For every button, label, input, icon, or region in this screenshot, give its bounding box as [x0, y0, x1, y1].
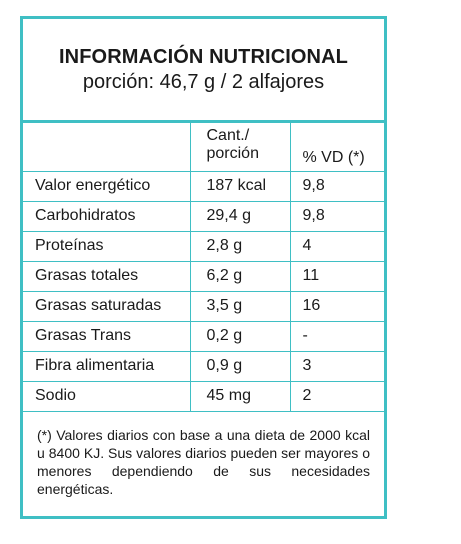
- footnote: (*) Valores diarios con base a una dieta…: [37, 426, 370, 497]
- header-amount-line2: porción: [206, 145, 259, 162]
- nutrient-name: Sodio: [23, 380, 191, 412]
- nutrient-amount: 187 kcal: [189, 170, 291, 202]
- table-row: Sodio 45 mg 2: [23, 380, 384, 412]
- nutrient-vd: 9,8: [289, 200, 384, 232]
- label-title: INFORMACIÓN NUTRICIONAL: [59, 46, 348, 68]
- nutrient-amount: 0,9 g: [189, 350, 291, 382]
- nutrient-amount: 6,2 g: [189, 260, 291, 292]
- nutrient-vd: 11: [289, 260, 384, 292]
- table-row: Grasas Trans 0,2 g -: [23, 320, 384, 352]
- header-amount: Cant./ porción: [189, 123, 291, 172]
- table-row: Valor energético 187 kcal 9,8: [23, 170, 384, 202]
- label-header: INFORMACIÓN NUTRICIONAL porción: 46,7 g …: [23, 19, 384, 123]
- nutrient-name: Fibra alimentaria: [23, 350, 191, 382]
- nutrient-vd: 2: [289, 380, 384, 412]
- header-nutrient: [23, 123, 191, 172]
- nutrient-vd: 9,8: [289, 170, 384, 202]
- header-amount-line1: Cant./: [206, 127, 250, 144]
- nutrient-vd: -: [289, 320, 384, 352]
- serving-size: porción: 46,7 g / 2 alfajores: [82, 71, 325, 93]
- table-row: Grasas saturadas 3,5 g 16: [23, 290, 384, 322]
- nutrient-amount: 2,8 g: [189, 230, 291, 262]
- nutrient-name: Valor energético: [23, 170, 191, 202]
- nutrient-vd: 4: [289, 230, 384, 262]
- nutrient-name: Grasas saturadas: [23, 290, 191, 322]
- nutrition-table: Cant./ porción % VD (*) Valor energético…: [23, 123, 384, 412]
- nutrient-amount: 29,4 g: [189, 200, 291, 232]
- table-header-row: Cant./ porción % VD (*): [23, 123, 384, 172]
- nutrient-name: Grasas totales: [23, 260, 191, 292]
- nutrient-vd: 16: [289, 290, 384, 322]
- nutrient-name: Proteínas: [23, 230, 191, 262]
- nutrient-name: Carbohidratos: [23, 200, 191, 232]
- table-row: Proteínas 2,8 g 4: [23, 230, 384, 262]
- nutrient-name: Grasas Trans: [23, 320, 191, 352]
- nutrient-vd: 3: [289, 350, 384, 382]
- table-row: Grasas totales 6,2 g 11: [23, 260, 384, 292]
- nutrient-amount: 0,2 g: [189, 320, 291, 352]
- table-row: Carbohidratos 29,4 g 9,8: [23, 200, 384, 232]
- nutrient-amount: 3,5 g: [189, 290, 291, 322]
- nutrient-amount: 45 mg: [189, 380, 291, 412]
- header-vd: % VD (*): [289, 123, 384, 172]
- nutrition-label: INFORMACIÓN NUTRICIONAL porción: 46,7 g …: [20, 16, 387, 519]
- table-row: Fibra alimentaria 0,9 g 3: [23, 350, 384, 382]
